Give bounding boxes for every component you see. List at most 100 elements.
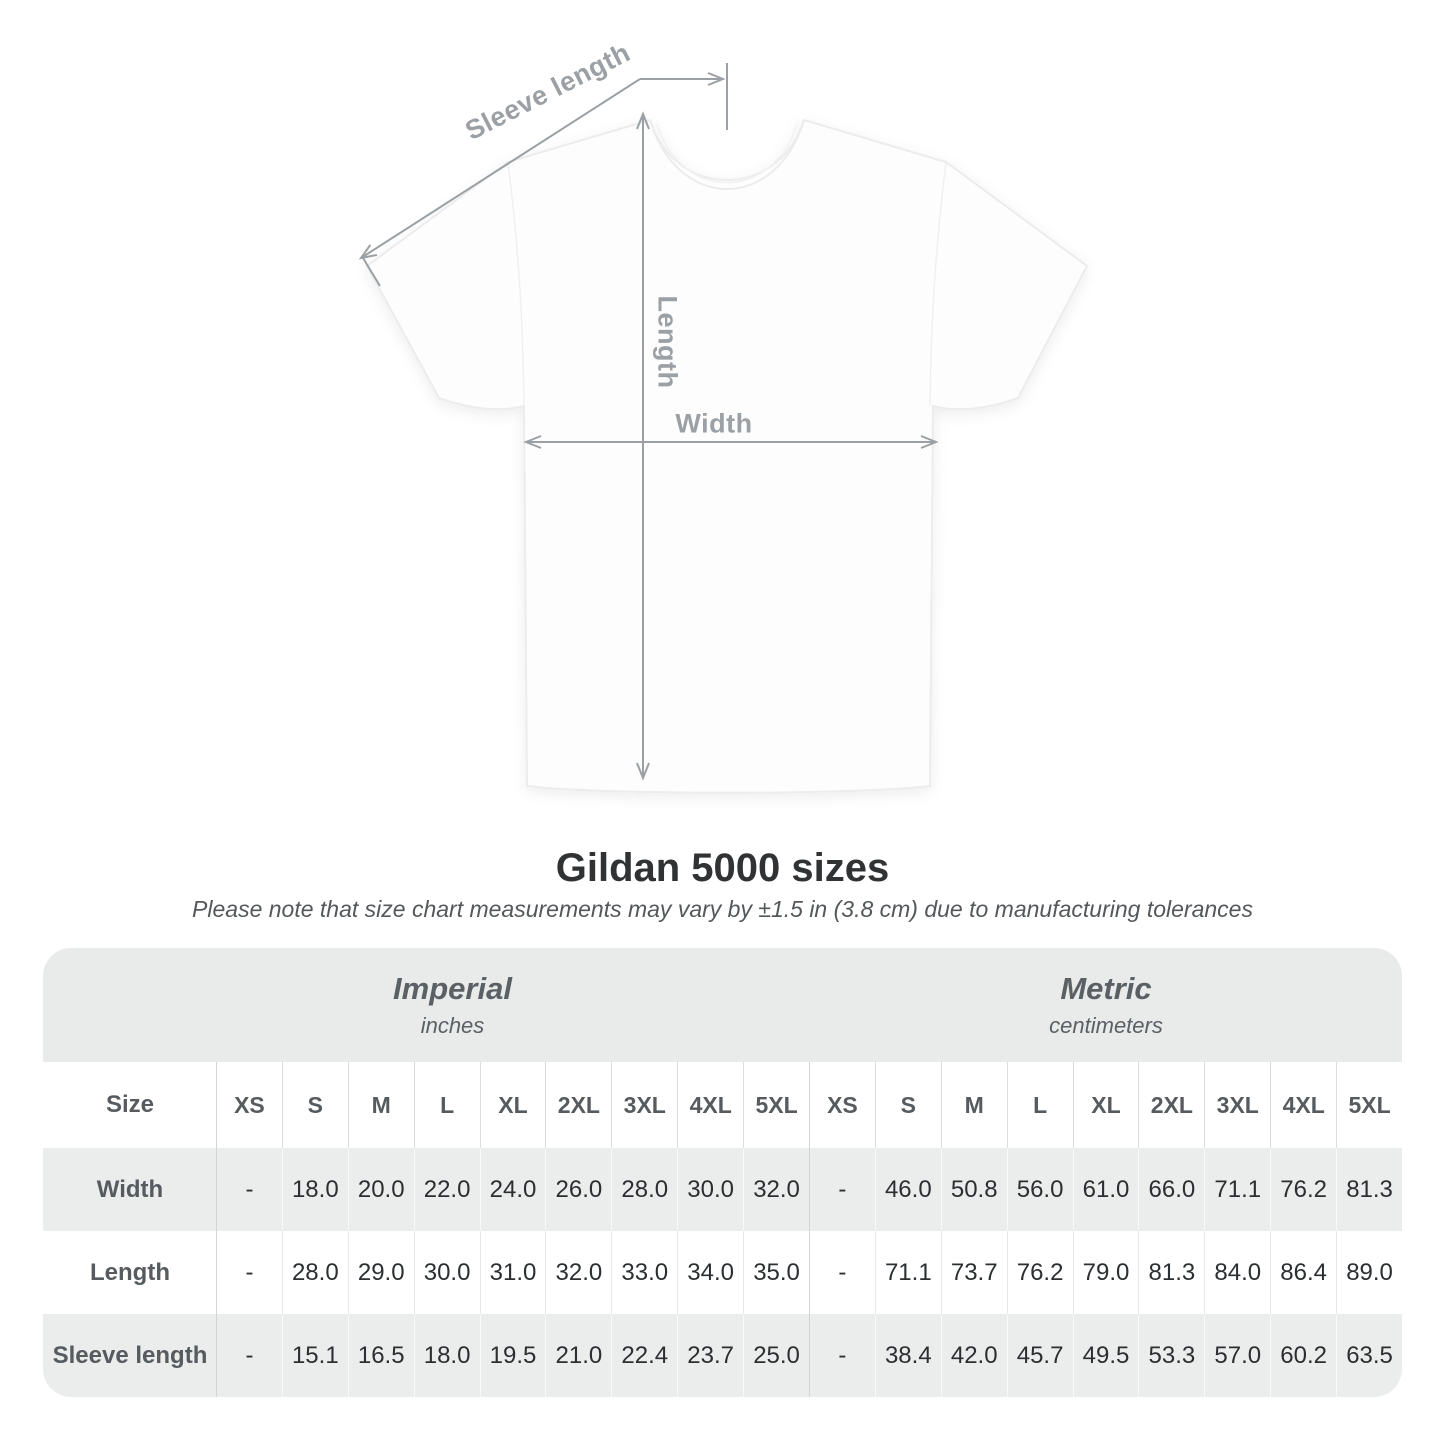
table-cell: 32.0 (743, 1148, 809, 1231)
col-header-imperial-xs: XS (216, 1062, 282, 1148)
col-header-metric-xs: XS (808, 1062, 875, 1148)
table-cell: 25.0 (743, 1314, 809, 1397)
table-cell: 76.2 (1270, 1148, 1336, 1231)
col-header-imperial-m: M (347, 1062, 414, 1148)
col-header-metric-2xl: 2XL (1138, 1062, 1204, 1148)
size-chart-table: Imperial inches Metric centimeters Size … (43, 948, 1402, 1397)
table-row-length: Length - 28.0 29.0 30.0 31.0 32.0 33.0 3… (43, 1231, 1402, 1314)
imperial-section-header: Imperial inches (43, 948, 810, 1062)
table-cell: 50.8 (940, 1148, 1007, 1231)
col-header-imperial-4xl: 4XL (677, 1062, 743, 1148)
table-cell: 86.4 (1270, 1231, 1336, 1314)
table-cell: 16.5 (347, 1314, 414, 1397)
right-sleeve-seam (929, 161, 947, 407)
unit-section-band: Imperial inches Metric centimeters (43, 948, 1402, 1062)
table-cell: 31.0 (479, 1231, 546, 1314)
table-cell: 18.0 (281, 1148, 348, 1231)
table-cell: 63.5 (1336, 1314, 1402, 1397)
col-header-metric-5xl: 5XL (1336, 1062, 1402, 1148)
table-cell: 23.7 (677, 1314, 743, 1397)
table-cell: 28.0 (611, 1148, 677, 1231)
table-cell: 46.0 (874, 1148, 941, 1231)
table-cell: 19.5 (479, 1314, 546, 1397)
table-cell: 34.0 (677, 1231, 743, 1314)
tolerance-note: Please note that size chart measurements… (192, 896, 1253, 922)
table-cell: 32.0 (545, 1231, 611, 1314)
col-header-metric-s: S (874, 1062, 941, 1148)
table-cell: 71.1 (874, 1231, 941, 1314)
table-cell: 30.0 (677, 1148, 743, 1231)
table-cell: 35.0 (743, 1231, 809, 1314)
table-cell: 26.0 (545, 1148, 611, 1231)
table-cell: 57.0 (1204, 1314, 1270, 1397)
table-cell: 60.2 (1270, 1314, 1336, 1397)
table-cell: - (808, 1148, 875, 1231)
table-cell: 81.3 (1336, 1148, 1402, 1231)
col-header-imperial-5xl: 5XL (743, 1062, 809, 1148)
table-cell: 29.0 (347, 1231, 414, 1314)
table-cell: 66.0 (1138, 1148, 1204, 1231)
col-header-metric-4xl: 4XL (1270, 1062, 1336, 1148)
tshirt-graphic (358, 63, 1089, 794)
table-cell: 30.0 (413, 1231, 480, 1314)
dimension-arrows (358, 63, 939, 781)
metric-unit: centimeters (1049, 1013, 1163, 1038)
row-label-width: Width (96, 1175, 164, 1203)
table-cell: - (808, 1314, 875, 1397)
table-cell: 81.3 (1138, 1231, 1204, 1314)
table-cell: 45.7 (1006, 1314, 1073, 1397)
width-label: Width (675, 408, 753, 439)
col-header-imperial-2xl: 2XL (545, 1062, 611, 1148)
table-cell: 24.0 (479, 1148, 546, 1231)
table-cell: - (216, 1148, 282, 1231)
table-cell: 20.0 (347, 1148, 414, 1231)
col-header-metric-m: M (940, 1062, 1007, 1148)
col-header-metric-l: L (1006, 1062, 1073, 1148)
col-header-imperial-xl: XL (479, 1062, 546, 1148)
row-label-sleeve-length: Sleeve length (52, 1341, 208, 1369)
table-cell: 18.0 (413, 1314, 480, 1397)
col-header-imperial-l: L (413, 1062, 480, 1148)
imperial-unit: inches (420, 1013, 485, 1038)
length-label: Length (652, 295, 683, 389)
left-sleeve-seam (507, 161, 525, 407)
table-cell: 15.1 (281, 1314, 348, 1397)
row-label-length: Length (90, 1258, 170, 1286)
table-cell: - (216, 1314, 282, 1397)
metric-title: Metric (1060, 971, 1152, 1006)
imperial-title: Imperial (393, 971, 512, 1006)
table-cell: 28.0 (281, 1231, 348, 1314)
table-cell: 56.0 (1006, 1148, 1073, 1231)
table-cell: 42.0 (940, 1314, 1007, 1397)
page-title: Gildan 5000 sizes (555, 846, 890, 890)
table-cell: 22.0 (413, 1148, 480, 1231)
collar-line (649, 119, 805, 190)
collar-rib-line (656, 123, 798, 184)
tshirt-measurement-diagram: Sleeve length Length Width (358, 37, 1089, 794)
table-row-sleeve-length: Sleeve length - 15.1 16.5 18.0 19.5 21.0… (43, 1314, 1402, 1397)
table-cell: 76.2 (1006, 1231, 1073, 1314)
table-row-width: Width - 18.0 20.0 22.0 24.0 26.0 28.0 30… (43, 1148, 1402, 1231)
metric-section-header: Metric centimeters (810, 948, 1402, 1062)
tshirt-shape (365, 118, 1089, 794)
table-cell: - (216, 1231, 282, 1314)
table-cell: 49.5 (1072, 1314, 1139, 1397)
col-header-metric-xl: XL (1072, 1062, 1139, 1148)
table-cell: 61.0 (1072, 1148, 1139, 1231)
sleeve-witness-tick (362, 257, 381, 287)
col-header-metric-3xl: 3XL (1204, 1062, 1270, 1148)
table-cell: 53.3 (1138, 1314, 1204, 1397)
table-cell: 21.0 (545, 1314, 611, 1397)
table-cell: 79.0 (1072, 1231, 1139, 1314)
col-header-imperial-3xl: 3XL (611, 1062, 677, 1148)
table-cell: 84.0 (1204, 1231, 1270, 1314)
table-cell: 38.4 (874, 1314, 941, 1397)
size-corner-header: Size (105, 1091, 155, 1118)
size-header-row: Size XS S M L XL 2XL 3XL 4XL 5XL XS S M … (43, 1062, 1402, 1148)
col-header-imperial-s: S (281, 1062, 348, 1148)
table-cell: 73.7 (940, 1231, 1007, 1314)
table-cell: - (808, 1231, 875, 1314)
table-cell: 33.0 (611, 1231, 677, 1314)
table-cell: 89.0 (1336, 1231, 1402, 1314)
table-cell: 71.1 (1204, 1148, 1270, 1231)
